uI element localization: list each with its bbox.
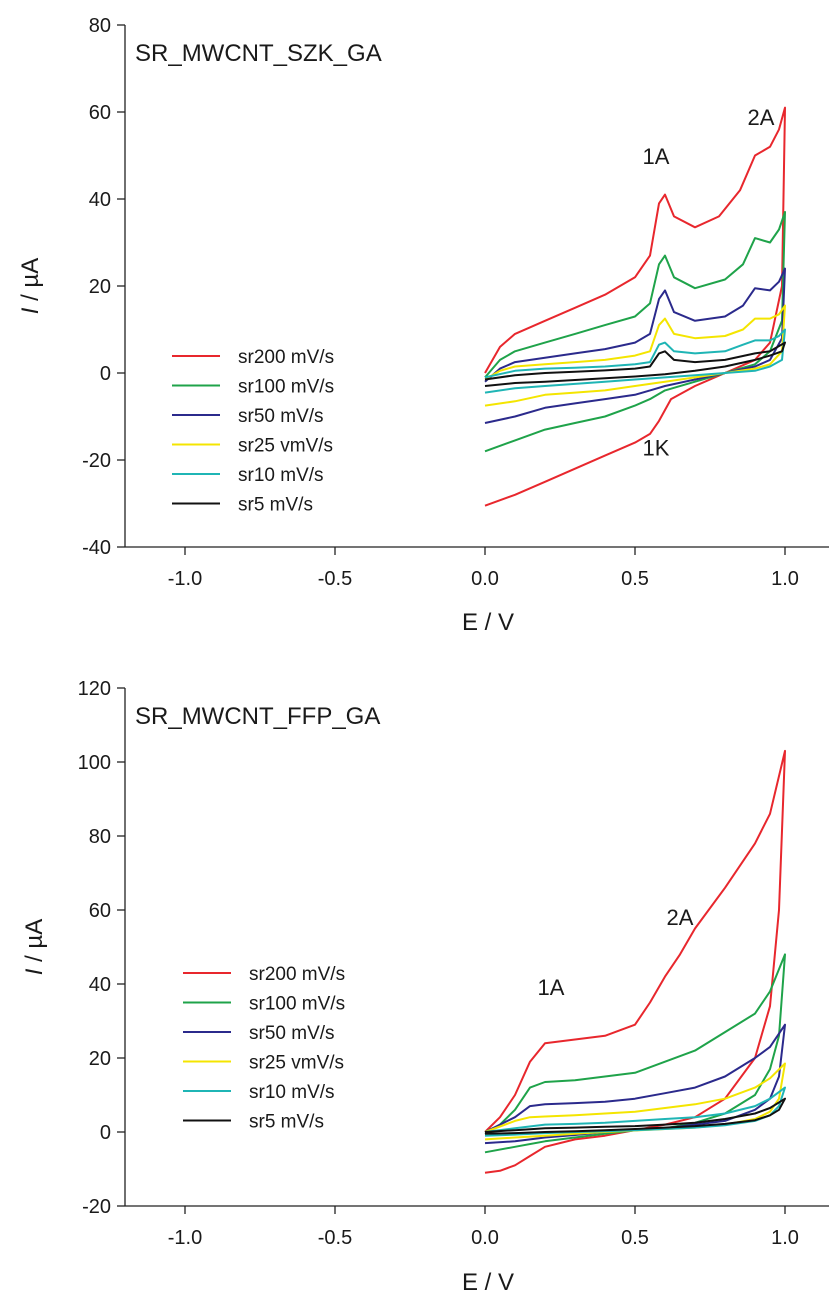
x-tick-label: 0.5 (621, 1227, 649, 1249)
y-tick-label: 40 (89, 189, 111, 211)
series-line-sr100-mv-s (484, 211, 786, 453)
legend-entry-label: sr200 mV/s (249, 964, 345, 985)
chart-panel-szk: -40 -20 0 20 40 60 80 -1.0 -0.5 0.0 0.5 1.0 E / V I /… (17, 15, 829, 636)
legend-entry-label: sr10 mV/s (238, 465, 324, 486)
y-tick-label: 100 (78, 752, 111, 774)
series-line-sr5-mv-s (484, 1097, 786, 1135)
x-tick-label: 1.0 (771, 568, 799, 590)
legend-entry-label: sr5 mV/s (238, 495, 313, 516)
x-tick-label: 0.0 (471, 1227, 499, 1249)
x-tick-label: 1.0 (771, 1227, 799, 1249)
chart-title: SR_MWCNT_SZK_GA (135, 40, 382, 67)
series-line-sr25-vmv-s (484, 304, 786, 407)
peak-annotation: 2A (748, 105, 775, 130)
series-line-sr200-mv-s (484, 749, 786, 1174)
legend-entry-label: sr100 mV/s (238, 377, 334, 398)
y-tick-label: 60 (89, 900, 111, 922)
legend-entry-label: sr10 mV/s (249, 1082, 335, 1103)
y-tick-label: 40 (89, 974, 111, 996)
series-line-sr10-mv-s (484, 328, 786, 394)
x-tick-label: 0.0 (471, 568, 499, 590)
legend-entry-label: sr200 mV/s (238, 347, 334, 368)
x-axis-label: E / V (462, 1269, 514, 1296)
chart-panel-ffp: -20 0 20 40 60 80 100 120 -1.0 -0.5 0.0 0.5 1.0 E / V… (21, 678, 829, 1296)
x-tick-label: -0.5 (318, 568, 352, 590)
series-line-sr10-mv-s (484, 1086, 786, 1137)
y-axis-label-unit: / µA (21, 919, 48, 969)
peak-annotation: 1K (643, 436, 670, 461)
series-line-sr50-mv-s (484, 267, 786, 424)
y-tick-label: 60 (89, 102, 111, 124)
peak-annotation: 1A (643, 144, 670, 169)
y-tick-label: 120 (78, 678, 111, 700)
y-tick-label: 80 (89, 826, 111, 848)
y-tick-label: 0 (100, 1122, 111, 1144)
y-axis-label-symbol: I (17, 307, 44, 314)
chart-title: SR_MWCNT_FFP_GA (135, 703, 380, 730)
y-tick-label: 80 (89, 15, 111, 37)
x-tick-label: 0.5 (621, 568, 649, 590)
y-tick-label: -20 (82, 1196, 111, 1218)
x-tick-label: -1.0 (168, 568, 202, 590)
series-line-sr200-mv-s (484, 106, 786, 507)
series-line-sr100-mv-s (484, 953, 786, 1154)
legend-entry-label: sr50 mV/s (249, 1023, 335, 1044)
legend-entry-label: sr5 mV/s (249, 1112, 324, 1133)
series-line-sr5-mv-s (484, 341, 786, 387)
x-tick-label: -0.5 (318, 1227, 352, 1249)
legend-entry-label: sr100 mV/s (249, 994, 345, 1015)
x-axis-label: E / V (462, 609, 514, 636)
y-tick-label: -20 (82, 450, 111, 472)
y-axis-label-unit: / µA (17, 258, 44, 308)
legend-entry-label: sr50 mV/s (238, 406, 324, 427)
x-tick-label: -1.0 (168, 1227, 202, 1249)
y-axis-label: I / µA (17, 258, 44, 315)
y-axis-label: I / µA (21, 919, 48, 976)
y-tick-label: 20 (89, 276, 111, 298)
peak-annotation: 1A (538, 975, 565, 1000)
peak-annotation: 2A (667, 905, 694, 930)
y-axis-label-symbol: I (21, 968, 48, 975)
y-tick-label: -40 (82, 537, 111, 559)
legend-entry-label: sr25 vmV/s (249, 1053, 344, 1074)
y-tick-label: 20 (89, 1048, 111, 1070)
y-tick-label: 0 (100, 363, 111, 385)
legend-entry-label: sr25 vmV/s (238, 436, 333, 457)
